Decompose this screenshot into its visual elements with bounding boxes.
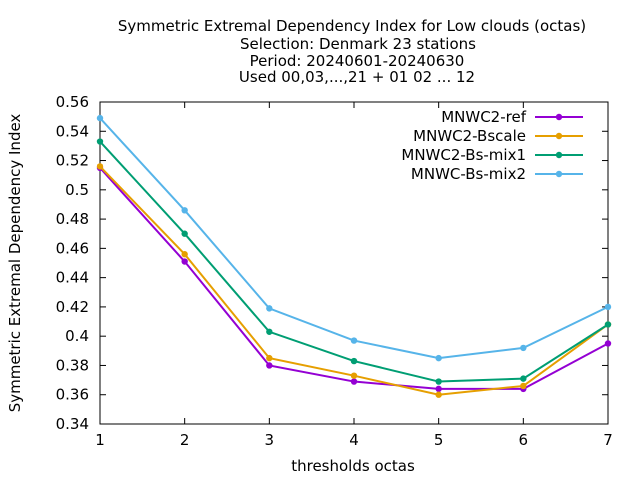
data-point <box>181 251 188 258</box>
data-point <box>266 328 273 335</box>
data-point <box>96 163 104 170</box>
legend-entry: MNWC2-Bscale <box>413 127 583 145</box>
legend-marker <box>555 151 563 159</box>
data-point <box>604 340 612 347</box>
data-point <box>435 391 442 398</box>
x-tick-label: 2 <box>180 431 190 449</box>
y-tick-label: 0.44 <box>56 269 89 287</box>
legend-entry: MNWC-Bs-mix2 <box>411 165 583 183</box>
data-point <box>96 138 104 145</box>
legend-marker <box>555 132 563 140</box>
y-tick-label: 0.48 <box>56 210 89 228</box>
y-tick-label: 0.38 <box>56 356 89 374</box>
legend: MNWC2-refMNWC2-BscaleMNWC2-Bs-mix1MNWC-B… <box>401 108 583 183</box>
data-point <box>520 382 527 390</box>
y-tick-label: 0.5 <box>65 181 89 199</box>
data-point <box>181 207 188 214</box>
data-point <box>435 385 442 393</box>
data-point <box>350 372 358 379</box>
x-axis: 1 2 3 4 5 6 7 <box>95 102 613 449</box>
y-tick-label: 0.42 <box>56 298 89 316</box>
y-tick-label: 0.36 <box>56 386 89 404</box>
x-axis-label: thresholds octas <box>291 457 415 475</box>
data-point <box>604 303 612 311</box>
series-4 <box>96 114 612 362</box>
x-tick-label: 5 <box>434 431 444 449</box>
data-point <box>181 258 188 265</box>
data-point <box>520 375 527 382</box>
title-line-1: Symmetric Extremal Dependency Index for … <box>118 17 586 35</box>
data-point <box>266 362 273 369</box>
y-tick-label: 0.54 <box>56 122 89 140</box>
data-point <box>350 378 358 385</box>
title-line-2: Selection: Denmark 23 stations <box>240 35 476 53</box>
data-point <box>604 321 612 328</box>
y-tick-label: 0.4 <box>65 327 89 345</box>
legend-entry: MNWC2-ref <box>441 108 583 126</box>
x-tick-label: 7 <box>603 431 613 449</box>
data-point <box>435 354 442 362</box>
data-point <box>350 337 358 344</box>
data-point <box>435 378 442 385</box>
legend-label: MNWC-Bs-mix2 <box>411 165 526 183</box>
legend-marker <box>555 170 563 178</box>
legend-entry: MNWC2-Bs-mix1 <box>401 146 583 164</box>
x-tick-label: 3 <box>265 431 275 449</box>
y-tick-label: 0.52 <box>56 152 89 170</box>
x-tick-label: 4 <box>349 431 359 449</box>
data-point <box>266 354 273 362</box>
y-axis: 0.34 0.36 0.38 0.4 0.42 0.44 0.46 0.48 0.5 0.52 0.… <box>56 93 608 433</box>
series-line <box>99 140 609 383</box>
data-point <box>181 230 188 237</box>
series-3 <box>96 138 612 385</box>
legend-label: MNWC2-Bs-mix1 <box>401 146 526 164</box>
y-axis-label: Symmetric Extremal Dependency Index <box>6 114 24 413</box>
y-tick-label: 0.56 <box>56 93 89 111</box>
y-tick-label: 0.34 <box>56 415 89 433</box>
legend-label: MNWC2-ref <box>441 108 526 126</box>
data-point <box>96 114 104 122</box>
x-tick-label: 1 <box>95 431 105 449</box>
chart-title: Symmetric Extremal Dependency Index for … <box>118 17 586 86</box>
title-line-4: Used 00,03,...,21 + 01 02 ... 12 <box>239 68 475 86</box>
series-layer <box>96 114 612 398</box>
y-tick-label: 0.46 <box>56 239 89 257</box>
data-point <box>350 357 358 365</box>
data-point <box>520 344 527 352</box>
x-tick-label: 6 <box>519 431 529 449</box>
data-point <box>266 305 273 312</box>
series-line <box>99 117 609 360</box>
title-line-3: Period: 20240601-20240630 <box>250 52 465 70</box>
legend-marker <box>555 113 563 121</box>
legend-label: MNWC2-Bscale <box>413 127 526 145</box>
